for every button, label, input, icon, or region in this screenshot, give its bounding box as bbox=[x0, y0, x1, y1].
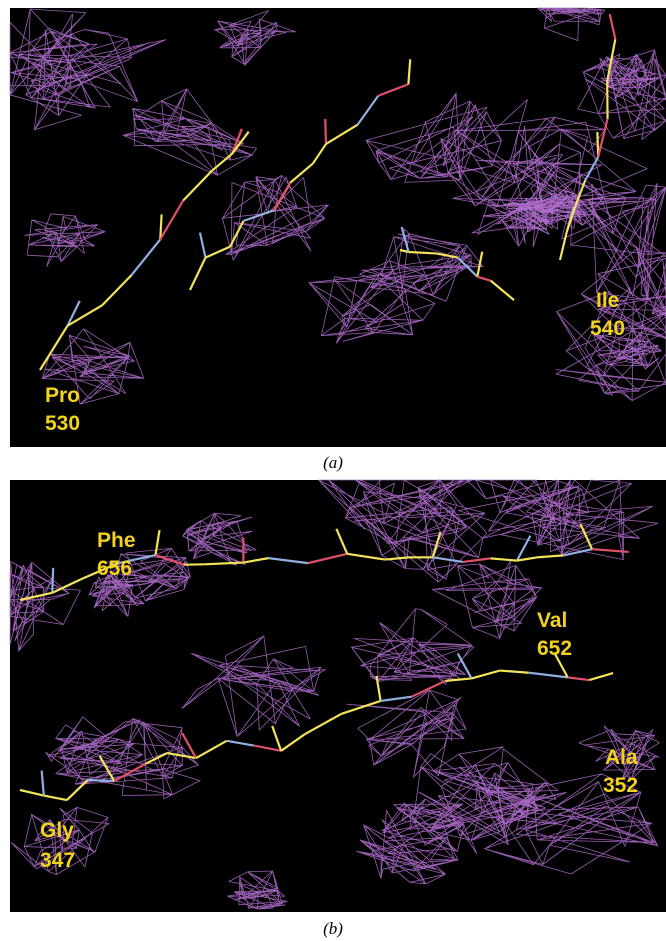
bond bbox=[409, 252, 436, 253]
page: {"panels": [ {"caption": "(a)", "labels"… bbox=[0, 0, 666, 941]
residue-number: 530 bbox=[45, 412, 80, 435]
residue-number: 352 bbox=[603, 774, 638, 797]
residue-number: 652 bbox=[537, 637, 572, 660]
figure: Pro 530 Ile 540 (a) Phe 656 Val 652 Ala … bbox=[0, 0, 666, 941]
residue-name: Val bbox=[537, 609, 567, 632]
bond bbox=[52, 568, 53, 593]
residue-number: 656 bbox=[97, 557, 132, 580]
bond bbox=[325, 119, 326, 144]
residue-number: 540 bbox=[590, 317, 625, 340]
residue-name: Ile bbox=[596, 289, 619, 312]
bond bbox=[88, 780, 114, 781]
caption: (b) bbox=[323, 919, 343, 938]
residue-name: Pro bbox=[45, 384, 80, 407]
residue-name: Gly bbox=[40, 819, 74, 842]
residue-name: Ala bbox=[605, 746, 638, 769]
caption: (a) bbox=[323, 453, 343, 472]
residue-number: 347 bbox=[40, 849, 75, 872]
residue-name: Phe bbox=[97, 529, 136, 552]
